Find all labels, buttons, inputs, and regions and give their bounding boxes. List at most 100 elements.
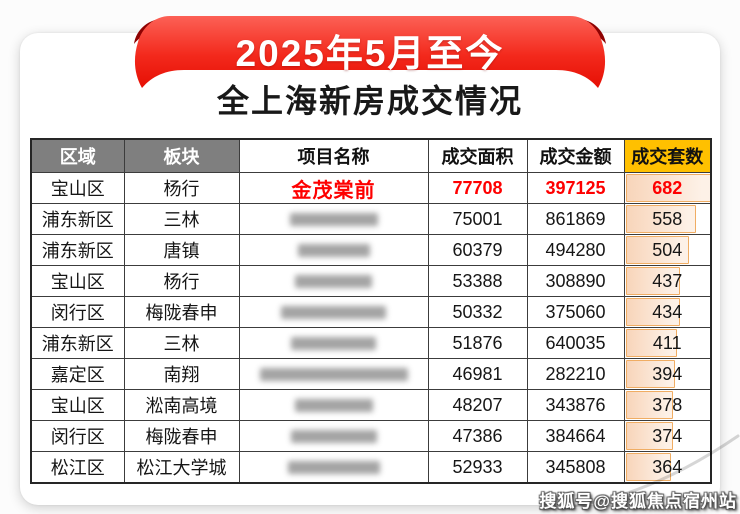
page-title: 全上海新房成交情况 — [216, 83, 523, 119]
area-cell: 60379 — [427, 234, 528, 266]
units-data-bar — [625, 422, 673, 450]
units-cell: 437 — [623, 265, 712, 297]
block-cell: 梅陇春申 — [123, 296, 240, 328]
area-cell: 47386 — [427, 420, 528, 452]
redacted-project-blur — [259, 367, 408, 381]
transactions-table: 区域 板块 项目名称 成交面积 成交金额 成交套数 宝山区 杨行 金茂棠前 77… — [30, 138, 712, 484]
page-curl-icon — [570, 434, 740, 508]
region-cell: 宝山区 — [30, 265, 125, 297]
units-cell: 378 — [623, 389, 712, 421]
project-cell — [238, 265, 429, 297]
amount-cell: 384664 — [526, 420, 625, 452]
units-data-bar — [625, 391, 673, 419]
area-cell: 52933 — [427, 451, 528, 484]
amount-cell: 397125 — [526, 172, 625, 204]
table-row: 闵行区 梅陇春申 47386 384664 374 — [30, 420, 712, 452]
units-cell: 374 — [623, 420, 712, 452]
redacted-project-blur — [297, 243, 370, 257]
project-cell — [238, 358, 429, 390]
area-cell: 77708 — [427, 172, 528, 204]
col-header-area: 成交面积 — [427, 138, 528, 173]
area-cell: 46981 — [427, 358, 528, 390]
project-cell — [238, 234, 429, 266]
redacted-project-blur — [290, 429, 377, 443]
amount-cell: 308890 — [526, 265, 625, 297]
units-data-bar — [625, 453, 671, 481]
block-cell: 三林 — [123, 203, 240, 235]
table-header-row: 区域 板块 项目名称 成交面积 成交金额 成交套数 — [30, 138, 712, 173]
col-header-amount: 成交金额 — [526, 138, 625, 173]
area-cell: 75001 — [427, 203, 528, 235]
table-row: 闵行区 梅陇春申 50332 375060 434 — [30, 296, 712, 328]
amount-cell: 494280 — [526, 234, 625, 266]
table-row: 宝山区 杨行 53388 308890 437 — [30, 265, 712, 297]
units-cell: 394 — [623, 358, 712, 390]
units-data-bar — [625, 360, 676, 388]
date-range-label: 2025年5月至今 — [235, 33, 505, 74]
amount-cell: 345808 — [526, 451, 625, 484]
project-cell — [238, 451, 429, 484]
col-header-units: 成交套数 — [623, 138, 712, 173]
watermark-text: 搜狐号@搜狐焦点宿州站 — [539, 492, 737, 511]
amount-cell: 282210 — [526, 358, 625, 390]
units-data-bar — [625, 267, 681, 295]
table-row: 浦东新区 三林 51876 640035 411 — [30, 327, 712, 359]
table-row: 宝山区 杨行 金茂棠前 77708 397125 682 — [30, 172, 712, 204]
date-ribbon: 2025年5月至今 — [128, 6, 612, 98]
table-row: 松江区 松江大学城 52933 345808 364 — [30, 451, 712, 484]
region-cell: 浦东新区 — [30, 327, 125, 359]
region-cell: 松江区 — [30, 451, 125, 484]
amount-cell: 375060 — [526, 296, 625, 328]
block-cell: 梅陇春申 — [123, 420, 240, 452]
area-cell: 48207 — [427, 389, 528, 421]
redacted-project-blur — [287, 460, 380, 474]
units-cell: 364 — [623, 451, 712, 484]
table-row: 嘉定区 南翔 46981 282210 394 — [30, 358, 712, 390]
ribbon-shape-icon — [134, 16, 606, 88]
area-cell: 50332 — [427, 296, 528, 328]
units-cell: 558 — [623, 203, 712, 235]
area-cell: 51876 — [427, 327, 528, 359]
units-cell: 411 — [623, 327, 712, 359]
redacted-project-blur — [289, 212, 378, 226]
block-cell: 松江大学城 — [123, 451, 240, 484]
project-cell — [238, 296, 429, 328]
units-cell: 682 — [623, 172, 712, 204]
units-cell: 434 — [623, 296, 712, 328]
region-cell: 闵行区 — [30, 296, 125, 328]
redacted-project-blur — [281, 305, 386, 319]
table-row: 浦东新区 唐镇 60379 494280 504 — [30, 234, 712, 266]
project-cell — [238, 420, 429, 452]
project-cell — [238, 327, 429, 359]
col-header-block: 板块 — [123, 138, 240, 173]
page-curl-decoration — [570, 434, 740, 514]
units-data-bar — [625, 174, 710, 202]
block-cell: 三林 — [123, 327, 240, 359]
units-cell: 504 — [623, 234, 712, 266]
block-cell: 淞南高境 — [123, 389, 240, 421]
block-cell: 南翔 — [123, 358, 240, 390]
table-row: 宝山区 淞南高境 48207 343876 378 — [30, 389, 712, 421]
region-cell: 浦东新区 — [30, 234, 125, 266]
redacted-project-blur — [295, 274, 372, 288]
region-cell: 宝山区 — [30, 389, 125, 421]
region-cell: 闵行区 — [30, 420, 125, 452]
col-header-region: 区域 — [30, 138, 125, 173]
units-data-bar — [625, 205, 696, 233]
area-cell: 53388 — [427, 265, 528, 297]
redacted-project-blur — [294, 398, 373, 412]
units-data-bar — [625, 298, 681, 326]
project-cell — [238, 389, 429, 421]
transactions-table-wrap: 区域 板块 项目名称 成交面积 成交金额 成交套数 宝山区 杨行 金茂棠前 77… — [30, 138, 712, 484]
region-cell: 嘉定区 — [30, 358, 125, 390]
block-cell: 唐镇 — [123, 234, 240, 266]
block-cell: 杨行 — [123, 172, 240, 204]
project-cell: 金茂棠前 — [238, 172, 429, 204]
project-cell — [238, 203, 429, 235]
region-cell: 浦东新区 — [30, 203, 125, 235]
units-data-bar — [625, 329, 677, 357]
col-header-project: 项目名称 — [238, 138, 429, 173]
region-cell: 宝山区 — [30, 172, 125, 204]
block-cell: 杨行 — [123, 265, 240, 297]
units-data-bar — [625, 236, 689, 264]
